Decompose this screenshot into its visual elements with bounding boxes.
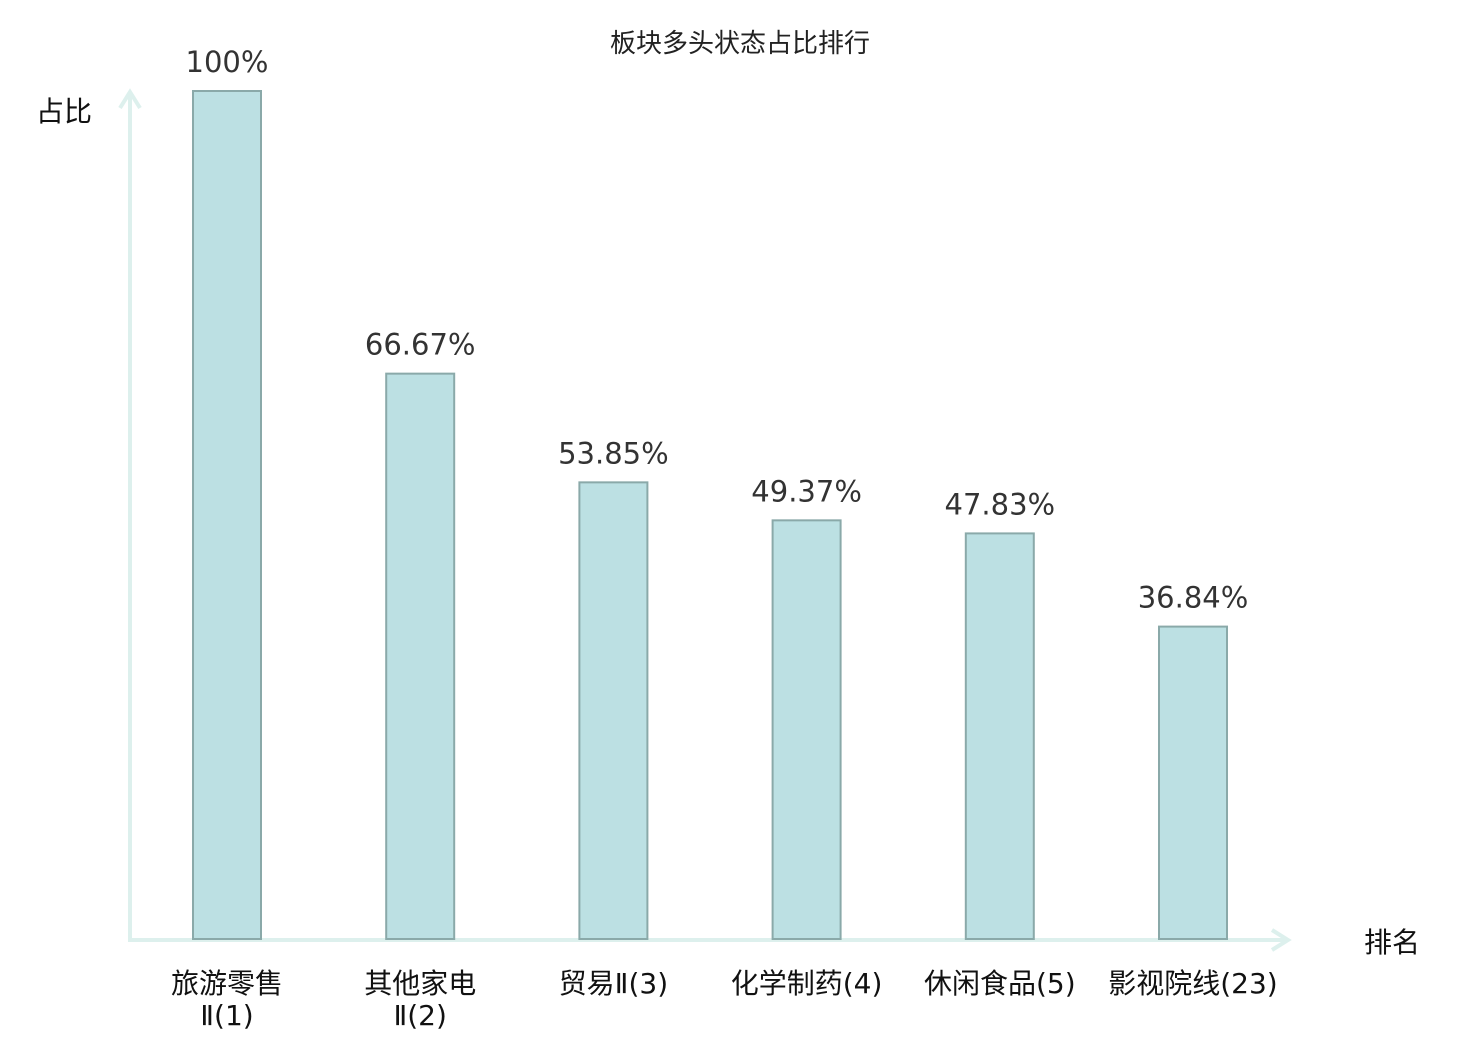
data-label: 66.67%: [365, 328, 476, 362]
y-axis-arrow: [118, 88, 142, 110]
x-tick-label: 影视院线(23): [1108, 967, 1277, 1000]
data-label: 100%: [186, 45, 269, 79]
x-tick-label: 旅游零售 Ⅱ(1): [171, 967, 283, 1032]
bar: [385, 372, 456, 940]
x-tick-label-line: 其他家电: [364, 967, 476, 1000]
x-tick-label-line: Ⅱ(1): [200, 999, 253, 1032]
x-axis-label: 排名: [1364, 926, 1420, 959]
x-tick-label-line: 化学制药(4): [731, 967, 883, 1000]
bar: [771, 519, 842, 940]
bar: [1158, 625, 1228, 940]
x-tick-label-line: 旅游零售: [171, 967, 283, 1000]
x-tick-label: 其他家电 Ⅱ(2): [364, 967, 476, 1032]
x-tick-label-line: 休闲食品(5): [924, 967, 1076, 1000]
bar: [578, 481, 649, 940]
data-label: 47.83%: [945, 487, 1056, 521]
axes: [118, 88, 1292, 952]
x-tick-label: 贸易Ⅱ(3): [559, 967, 668, 1000]
y-axis-label: 占比: [36, 95, 92, 128]
bar: [192, 90, 262, 940]
data-label: 36.84%: [1138, 581, 1249, 615]
chart-title: 板块多头状态占比排行: [610, 29, 870, 59]
data-label: 49.37%: [751, 474, 862, 508]
x-tick-label: 化学制药(4): [731, 967, 883, 1000]
x-tick-label: 休闲食品(5): [924, 967, 1076, 1000]
x-tick-label-line: 贸易Ⅱ(3): [559, 967, 668, 1000]
x-tick-label-line: 影视院线(23): [1108, 967, 1277, 1000]
x-tick-label-line: Ⅱ(2): [393, 999, 446, 1032]
data-label: 53.85%: [558, 436, 669, 470]
x-axis-arrow: [1270, 928, 1292, 952]
bar: [964, 532, 1035, 940]
